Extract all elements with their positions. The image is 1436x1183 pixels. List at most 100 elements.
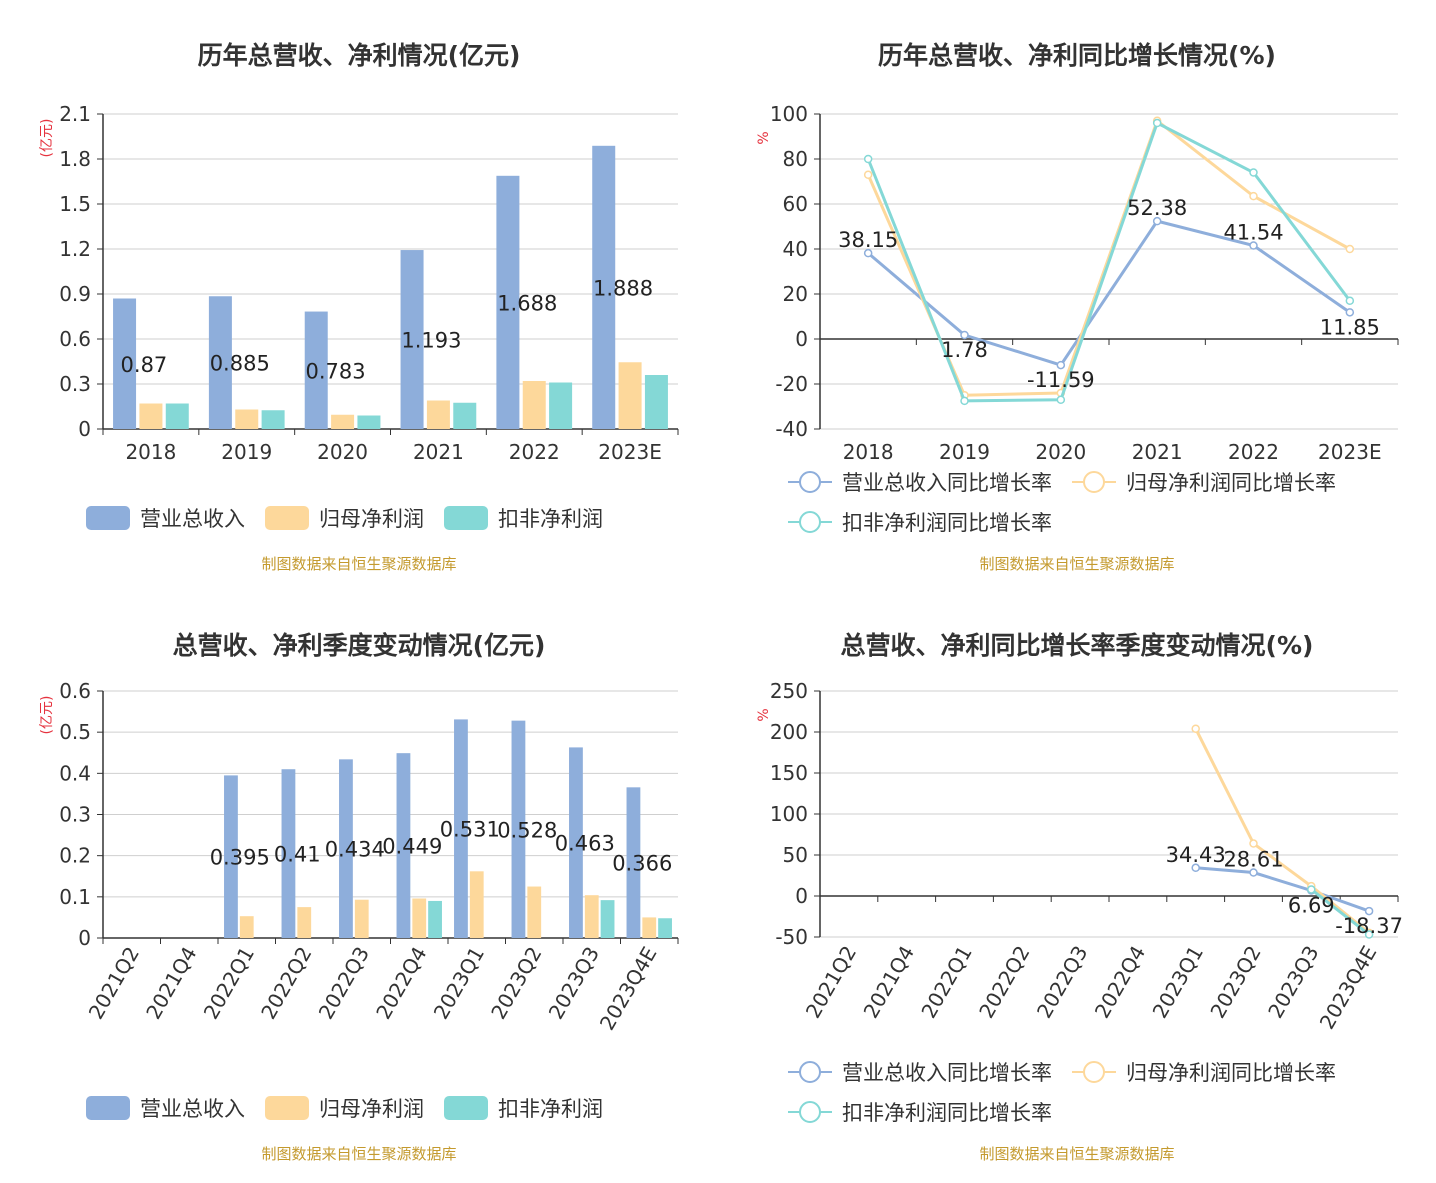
x-tick-label: 2018 bbox=[843, 440, 894, 464]
data-label: 11.85 bbox=[1320, 315, 1380, 339]
series-line bbox=[866, 120, 1352, 403]
legend-item[interactable]: 扣非净利润同比增长率 bbox=[788, 1092, 1052, 1132]
legend-item[interactable]: 营业总收入 bbox=[86, 1088, 245, 1128]
x-tick-label: 2023E bbox=[598, 440, 662, 464]
data-label: 34.43 bbox=[1166, 843, 1226, 867]
x-tick-label: 2021Q4 bbox=[859, 942, 919, 1023]
bar-parent-profit bbox=[354, 899, 369, 938]
bar-parent-profit bbox=[297, 907, 312, 938]
x-tick-label: 2020 bbox=[1035, 440, 1086, 464]
legend-label: 归母净利润同比增长率 bbox=[1126, 471, 1336, 495]
y-tick-label: 250 bbox=[770, 679, 808, 703]
x-tick-label: 2022Q2 bbox=[974, 942, 1034, 1023]
x-tick-label: 2023Q4E bbox=[595, 943, 662, 1035]
bar-revenue bbox=[304, 311, 328, 429]
data-label: 52.38 bbox=[1127, 196, 1187, 220]
y-tick-label: 0 bbox=[795, 884, 808, 908]
legend-label: 扣非净利润 bbox=[498, 1097, 603, 1121]
legend-swatch bbox=[444, 506, 488, 530]
bar-parent-profit bbox=[527, 886, 542, 938]
bar-revenue bbox=[592, 145, 616, 430]
source-note: 制图数据来自恒生聚源数据库 bbox=[979, 1145, 1175, 1163]
x-tick-label: 2023Q4E bbox=[1315, 942, 1382, 1034]
series-line bbox=[867, 219, 1351, 367]
legend-line-marker bbox=[1072, 1060, 1116, 1084]
data-point bbox=[863, 170, 873, 179]
data-point bbox=[863, 248, 873, 258]
x-tick-label: 2022Q4 bbox=[1090, 942, 1150, 1023]
data-label: 0.531 bbox=[440, 818, 500, 842]
legend-line-marker bbox=[788, 470, 832, 494]
data-point bbox=[1249, 868, 1258, 877]
bar-parent-profit bbox=[642, 917, 657, 938]
y-tick-label: 60 bbox=[783, 192, 808, 216]
y-tick-label: 1.5 bbox=[59, 192, 91, 216]
legend-line-marker bbox=[1072, 470, 1116, 494]
x-tick-label: 2023Q1 bbox=[429, 943, 489, 1024]
x-tick-label: 2022Q4 bbox=[371, 943, 431, 1024]
y-tick-label: 40 bbox=[783, 237, 808, 261]
chart-legend[interactable]: 营业总收入同比增长率 归母净利润同比增长率扣非净利润同比增长率 bbox=[788, 462, 1408, 542]
y-tick-label: -40 bbox=[775, 417, 808, 441]
legend-swatch bbox=[444, 1096, 488, 1120]
bar-parent-profit bbox=[469, 871, 484, 938]
x-tick-label: 2023Q1 bbox=[1148, 942, 1208, 1023]
legend-item[interactable]: 归母净利润 bbox=[265, 498, 424, 538]
data-point bbox=[1191, 724, 1200, 733]
x-tick-label: 2022 bbox=[1228, 440, 1279, 464]
data-label: -18.37 bbox=[1335, 914, 1403, 938]
x-tick-label: 2023E bbox=[1318, 440, 1382, 464]
legend-item[interactable]: 归母净利润 bbox=[265, 1088, 424, 1128]
y-tick-label: 0.3 bbox=[59, 803, 91, 827]
quarterly-revenue-profit-chart: 00.10.20.30.40.50.6(亿元)2021Q22021Q42022Q… bbox=[39, 679, 679, 1035]
y-tick-label: 0 bbox=[795, 327, 808, 351]
bar-deducted-profit bbox=[261, 410, 285, 429]
y-tick-label: 20 bbox=[783, 282, 808, 306]
bar-revenue bbox=[396, 753, 411, 938]
legend-label: 营业总收入 bbox=[140, 507, 245, 531]
x-tick-label: 2022Q2 bbox=[256, 943, 316, 1024]
annual-growth-panel: 历年总营收、净利同比增长情况(%) -40 -20 0 20 40 60 80 100% 201… bbox=[718, 0, 1436, 590]
chart-title: 总营收、净利季度变动情况(亿元) bbox=[172, 631, 546, 660]
bar-deducted-profit bbox=[357, 415, 381, 429]
legend-item[interactable]: 扣非净利润 bbox=[444, 1088, 603, 1128]
data-label: 0.449 bbox=[382, 835, 442, 859]
chart-title: 历年总营收、净利同比增长情况(%) bbox=[878, 41, 1276, 70]
legend-item[interactable]: 营业总收入同比增长率 bbox=[788, 1052, 1052, 1092]
annual-revenue-profit-panel: 历年总营收、净利情况(亿元) 0 0.3 0.6 0.9 1.2 1.5 1.8 2.1 (亿元… bbox=[0, 0, 718, 590]
chart-legend[interactable]: 营业总收入 归母净利润 扣非净利润 bbox=[86, 498, 706, 538]
x-tick-label: 2022Q3 bbox=[1032, 942, 1092, 1023]
legend-item[interactable]: 归母净利润同比增长率 bbox=[1072, 1052, 1336, 1092]
legend-swatch bbox=[86, 1096, 130, 1120]
data-point bbox=[1345, 296, 1355, 305]
source-note: 制图数据来自恒生聚源数据库 bbox=[261, 555, 457, 573]
chart-legend[interactable]: 营业总收入同比增长率 归母净利润同比增长率 扣非净利润同比增长率 bbox=[788, 1052, 1408, 1132]
data-point bbox=[1364, 906, 1374, 916]
data-point bbox=[1249, 241, 1258, 250]
y-tick-label: 50 bbox=[783, 843, 808, 867]
bar-parent-profit bbox=[522, 381, 546, 429]
x-tick-label: 2021 bbox=[413, 440, 464, 464]
bar-parent-profit bbox=[426, 400, 450, 429]
bar-parent-profit bbox=[235, 409, 259, 429]
bar-deducted-profit bbox=[428, 900, 442, 938]
legend-swatch bbox=[265, 1096, 309, 1120]
source-note: 制图数据来自恒生聚源数据库 bbox=[261, 1145, 457, 1163]
bar-deducted-profit bbox=[165, 403, 189, 429]
bar-deducted-profit bbox=[549, 382, 573, 429]
x-tick-label: 2023Q2 bbox=[1205, 942, 1265, 1023]
legend-item[interactable]: 扣非净利润同比增长率 bbox=[788, 502, 1052, 542]
y-tick-label: 150 bbox=[770, 761, 808, 785]
bar-revenue bbox=[224, 775, 238, 938]
legend-item[interactable]: 归母净利润同比增长率 bbox=[1072, 462, 1336, 502]
legend-item[interactable]: 扣非净利润 bbox=[444, 498, 603, 538]
legend-item[interactable]: 营业总收入同比增长率 bbox=[788, 462, 1052, 502]
data-label: 0.395 bbox=[210, 846, 270, 870]
series-line bbox=[1194, 728, 1371, 935]
chart-legend[interactable]: 营业总收入 归母净利润 扣非净利润 bbox=[86, 1088, 706, 1128]
legend-item[interactable]: 营业总收入 bbox=[86, 498, 245, 538]
data-point bbox=[863, 154, 873, 164]
x-tick-label: 2018 bbox=[125, 440, 176, 464]
y-tick-label: 1.2 bbox=[59, 237, 91, 261]
data-point bbox=[1307, 885, 1316, 894]
